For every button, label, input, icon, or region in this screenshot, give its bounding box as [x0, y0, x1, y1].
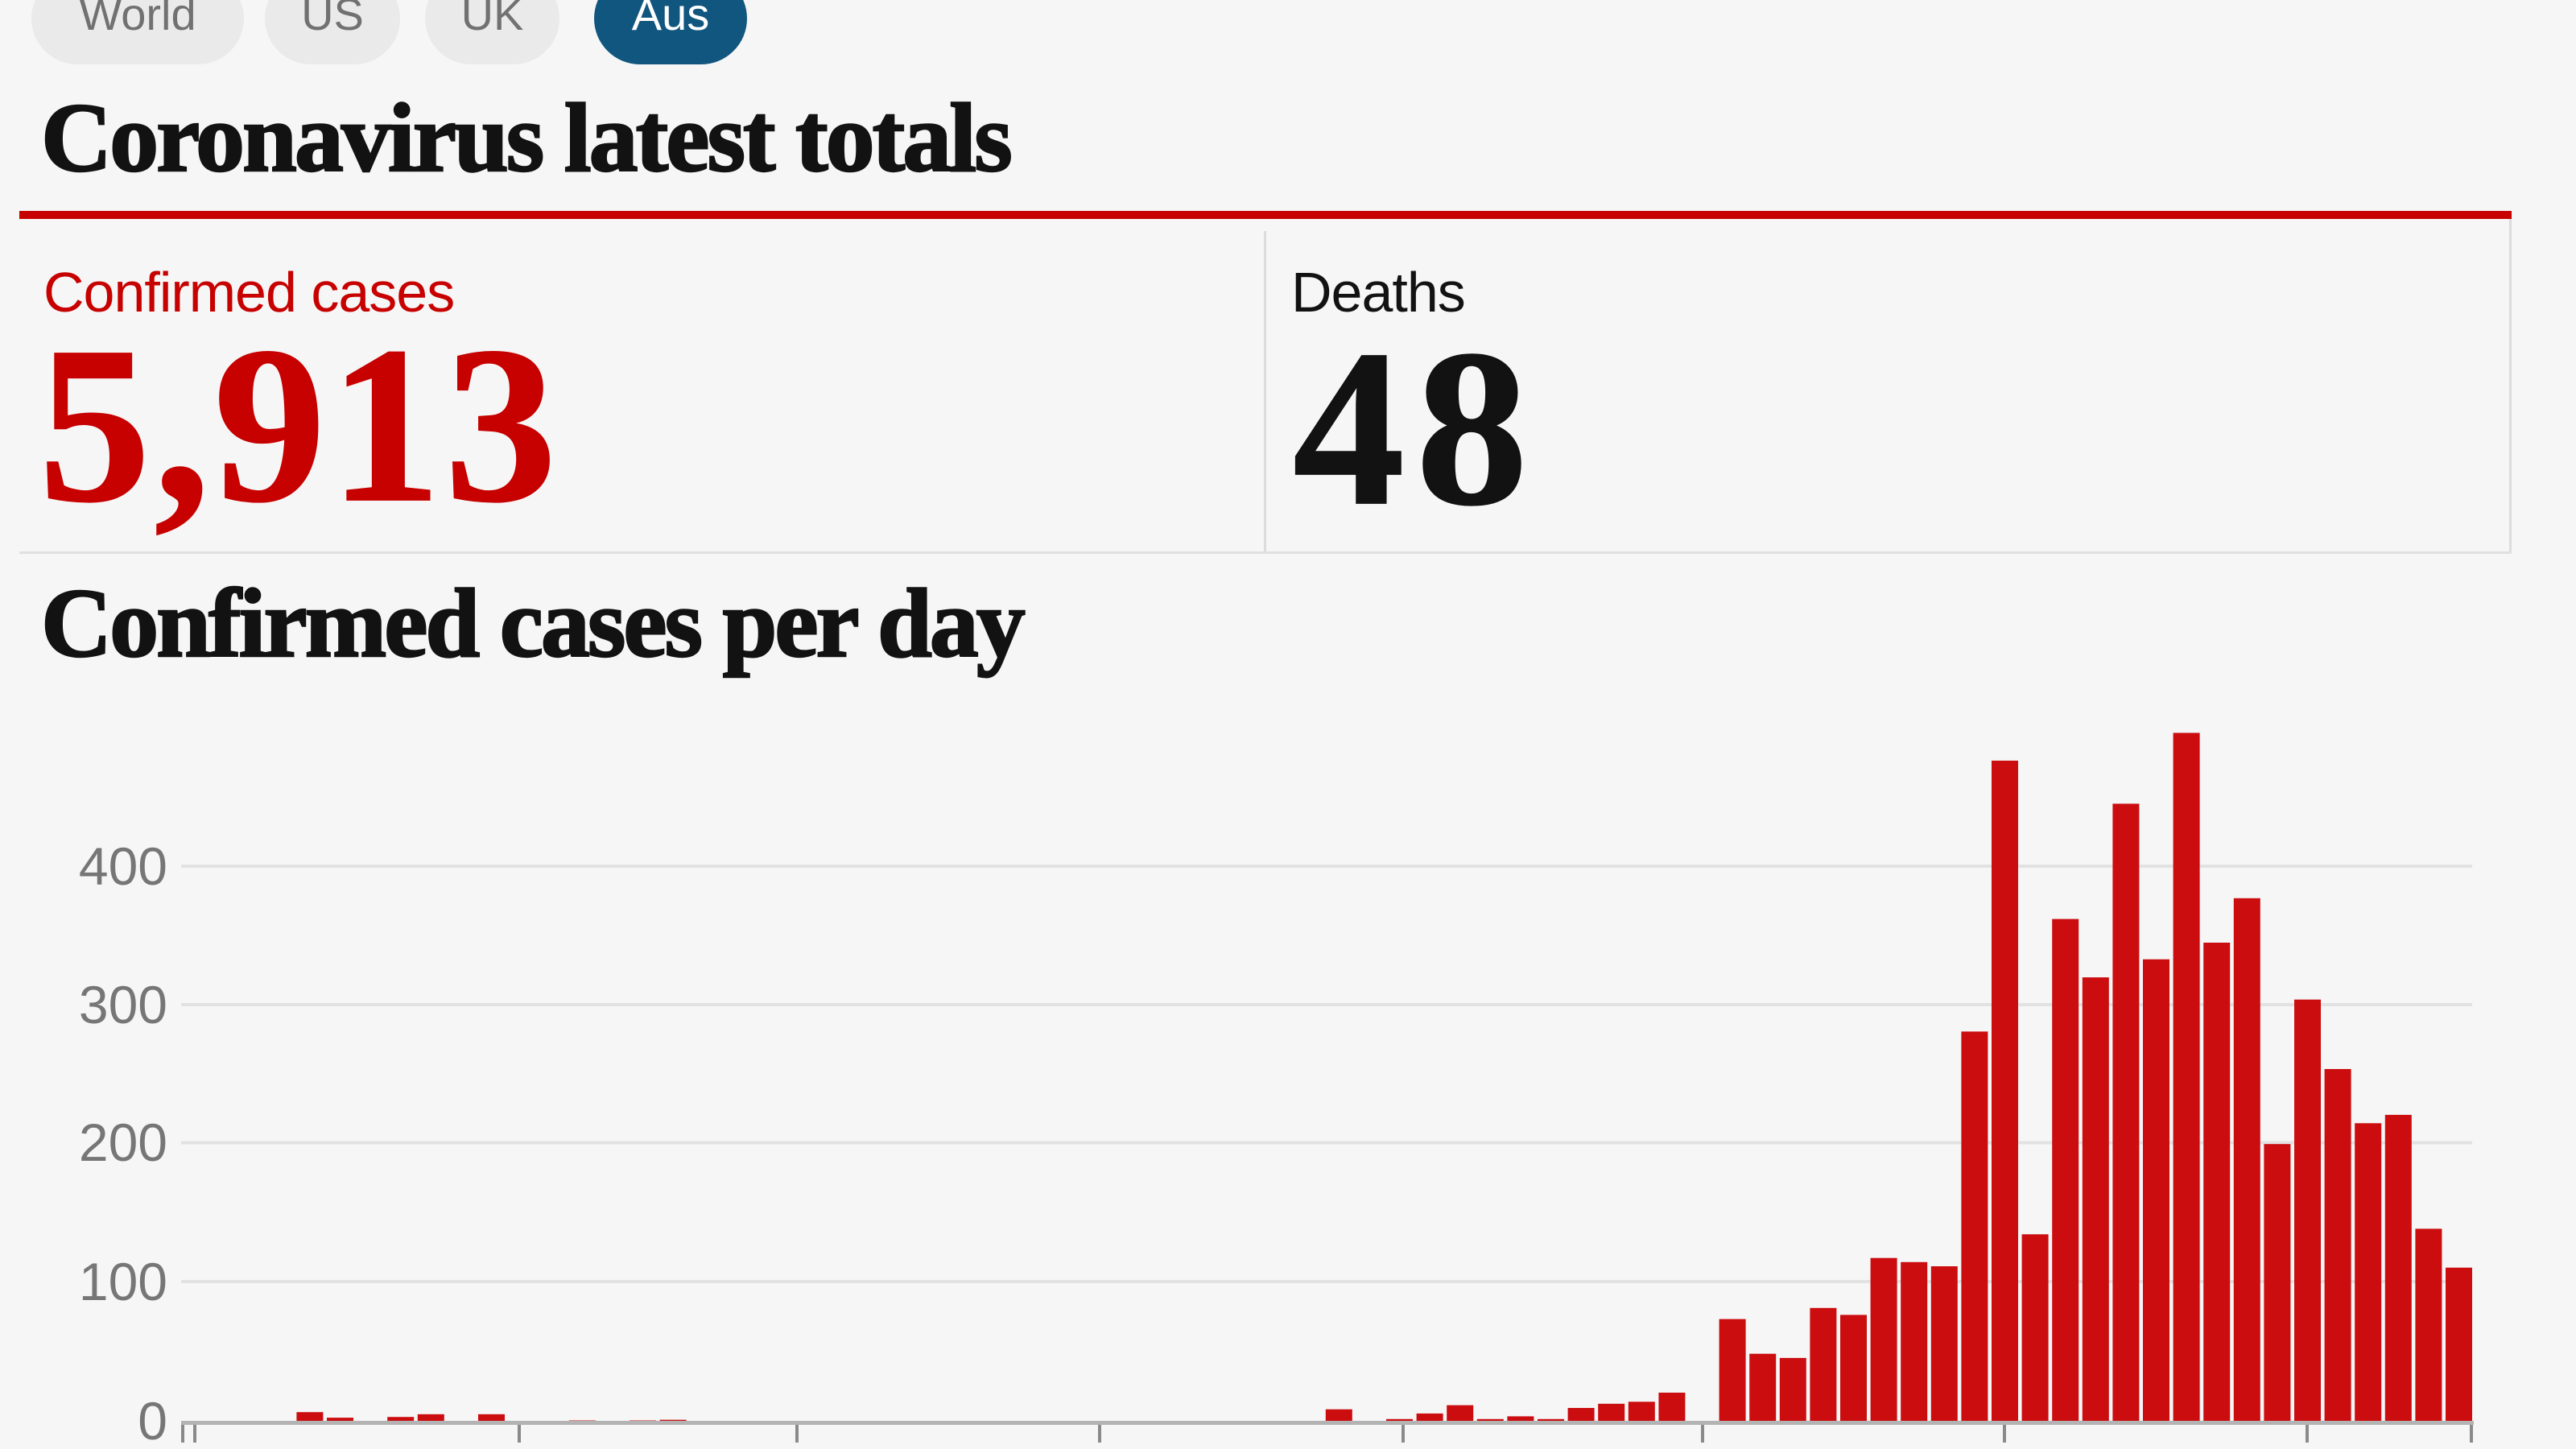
svg-text:300: 300 — [79, 975, 167, 1034]
svg-text:400: 400 — [79, 836, 167, 896]
svg-text:0: 0 — [138, 1391, 167, 1449]
svg-text:200: 200 — [79, 1113, 167, 1172]
svg-text:100: 100 — [79, 1252, 167, 1311]
